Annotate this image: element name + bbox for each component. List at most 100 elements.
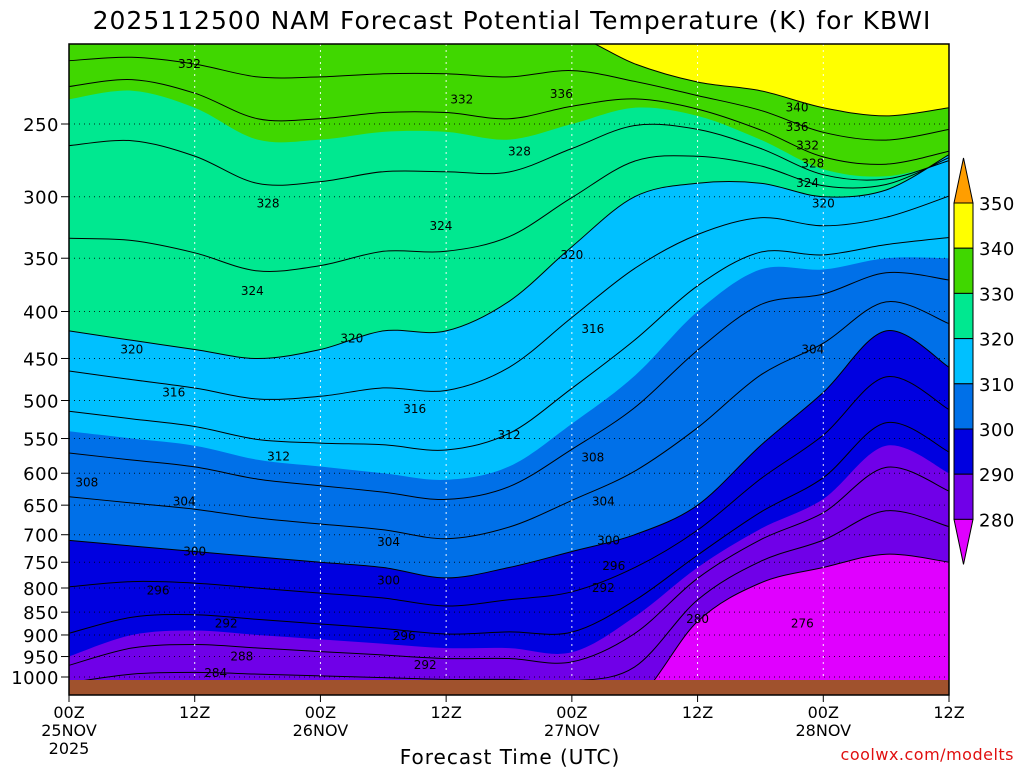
contour-label: 336: [786, 120, 809, 134]
y-tick-label: 550: [23, 430, 59, 451]
contour-labels: 332 332 336 340 336 332 328 328 328 324 320 324 324 3…: [75, 57, 834, 680]
x-tick-date: 26NOV: [293, 721, 349, 740]
contour-label: 316: [403, 402, 426, 416]
plot-frame: [68, 43, 950, 696]
y-tick-label: 1000: [11, 668, 59, 689]
y-axis: 2503003504004505005506006507007508008509…: [11, 115, 69, 689]
contour-line-308: [69, 271, 949, 500]
contour-line-280: [640, 553, 949, 695]
contour-line-292: [69, 422, 949, 635]
colorbar-swatch-bottom: [953, 518, 974, 565]
contour-label: 280: [686, 612, 709, 626]
filled-bands: [69, 44, 949, 695]
contour-label: 304: [801, 343, 824, 357]
contour-line-324: [69, 155, 949, 272]
y-tick-label: 350: [23, 249, 59, 270]
contour-label: 340: [786, 101, 809, 115]
contour-label: 292: [215, 617, 238, 631]
contour-label: 332: [450, 92, 473, 106]
x-tick-label: 00Z: [556, 703, 587, 722]
colorbar-label: 320: [979, 330, 1015, 351]
y-tick-label: 450: [23, 349, 59, 370]
colorbar-label: 300: [979, 420, 1015, 441]
contour-label: 296: [393, 629, 416, 643]
ground-bar: [69, 680, 949, 695]
x-tick-label: 12Z: [179, 703, 210, 722]
contour-label: 320: [560, 248, 583, 262]
contour-label: 320: [340, 331, 363, 345]
contour-label: 300: [377, 573, 400, 587]
contour-label: 292: [592, 581, 615, 595]
contour-label: 304: [377, 535, 400, 549]
x-tick-year: 2025: [49, 739, 90, 758]
contour-label: 324: [429, 219, 452, 233]
contour-label: 296: [602, 559, 625, 573]
contour-label: 324: [241, 284, 264, 298]
contour-label: 320: [120, 343, 143, 357]
y-tick-label: 600: [23, 464, 59, 485]
contour-label: 312: [267, 449, 290, 463]
contour-line-340: [593, 44, 949, 117]
colorbar-label: 330: [979, 284, 1015, 305]
contour-line-296: [69, 376, 949, 607]
x-tick-date: 28NOV: [795, 721, 851, 740]
colorbar-swatch-top: [953, 157, 974, 204]
colorbar-label: 280: [979, 510, 1015, 531]
contour-line-336: [69, 56, 949, 141]
contour-label: 332: [178, 57, 201, 71]
contour-label: 324: [796, 176, 819, 190]
colorbar-label: 350: [979, 194, 1015, 215]
colorbar-label: 310: [979, 375, 1015, 396]
x-tick-label: 00Z: [53, 703, 84, 722]
y-tick-label: 400: [23, 302, 59, 323]
contour-line-328: [69, 123, 949, 186]
colorbar-swatch: [953, 338, 974, 385]
x-tick-label: 00Z: [305, 703, 336, 722]
contour-label: 332: [796, 139, 819, 153]
x-tick-label: 12Z: [933, 703, 964, 722]
y-tick-label: 500: [23, 392, 59, 413]
x-tick-date: 27NOV: [544, 721, 600, 740]
colorbar-swatch: [953, 428, 974, 475]
contour-label: 308: [75, 475, 98, 489]
contour-label: 296: [147, 583, 170, 597]
colorbar-label: 290: [979, 465, 1015, 486]
contour-label: 312: [498, 428, 521, 442]
y-tick-label: 900: [23, 626, 59, 647]
contour-label: 288: [230, 650, 253, 664]
contour-line-304: [69, 301, 949, 540]
colorbar-swatch: [953, 292, 974, 340]
contour-line-312: [69, 237, 949, 451]
gridlines: [69, 44, 949, 695]
colorbar-swatch: [953, 247, 974, 294]
x-tick-label: 00Z: [808, 703, 839, 722]
colorbar-swatch: [953, 383, 974, 430]
contour-label: 276: [791, 617, 814, 631]
contour-label: 300: [183, 544, 206, 558]
y-tick-label: 950: [23, 648, 59, 669]
contour-label: 336: [550, 87, 573, 101]
y-tick-label: 700: [23, 526, 59, 547]
contour-label: 316: [581, 322, 604, 336]
contour-label: 328: [257, 196, 280, 210]
x-tick-label: 12Z: [682, 703, 713, 722]
x-tick-date: 25NOV: [41, 721, 97, 740]
x-axis-title: Forecast Time (UTC): [400, 745, 621, 768]
contour-label: 304: [592, 494, 615, 508]
plot-area: 332 332 336 340 336 332 328 328 328 324 320 324 324 3…: [69, 44, 949, 695]
contour-label: 292: [414, 658, 437, 672]
colorbar-label: 340: [979, 239, 1015, 260]
x-tick-label: 12Z: [430, 703, 461, 722]
contour-label: 300: [597, 533, 620, 547]
contour-label: 320: [812, 196, 835, 210]
contour-line-288: [69, 466, 949, 666]
contour-line-332: [69, 79, 949, 165]
colorbar-swatch: [953, 473, 974, 520]
y-tick-label: 650: [23, 496, 59, 517]
colorbar-swatch: [953, 202, 974, 249]
contour-label: 308: [581, 451, 604, 465]
colorbar: 350 340 330 320 310 300 290 280: [953, 157, 1015, 565]
contour-label: 328: [508, 145, 531, 159]
